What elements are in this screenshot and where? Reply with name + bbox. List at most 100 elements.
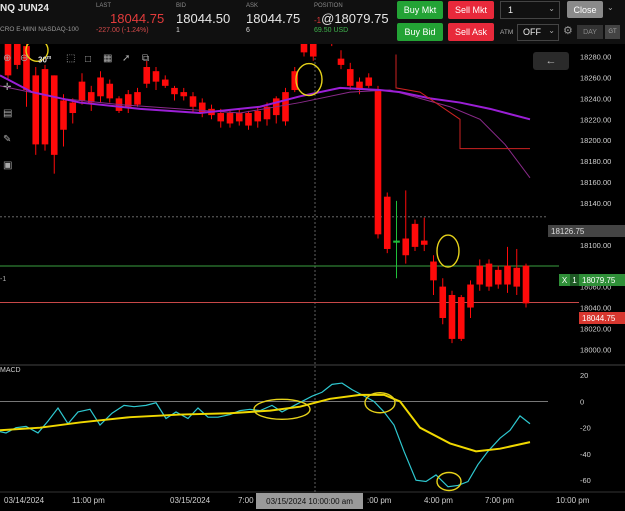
close-position-button[interactable]: Close bbox=[567, 1, 603, 18]
highlight-circle bbox=[295, 62, 323, 97]
price-tick-label: 18200.00 bbox=[580, 136, 611, 145]
candle-body bbox=[356, 81, 363, 91]
zoom-in-icon[interactable]: ⊕ bbox=[3, 53, 12, 64]
candle-body bbox=[32, 75, 40, 145]
candle-body bbox=[23, 46, 30, 91]
quantity-select[interactable]: 1 ⌄ bbox=[500, 1, 560, 19]
buy-market-button[interactable]: Buy Mkt bbox=[397, 1, 443, 19]
candle-body bbox=[254, 110, 262, 122]
gtc-tif-button[interactable]: GT bbox=[605, 25, 620, 39]
macd-tick-label: -60 bbox=[580, 476, 591, 485]
candle-body bbox=[171, 87, 178, 95]
candle-body bbox=[217, 113, 225, 122]
buy-bid-button[interactable]: Buy Bid bbox=[397, 23, 443, 41]
select-area-icon[interactable]: □ bbox=[85, 54, 92, 65]
macd-tick-label: -40 bbox=[580, 450, 591, 459]
candle-body bbox=[383, 196, 391, 249]
candle-body bbox=[457, 297, 465, 339]
pencil-icon[interactable]: ✎ bbox=[3, 134, 12, 145]
trailing-stop-line bbox=[395, 54, 530, 150]
position-close-x[interactable]: X bbox=[559, 274, 570, 286]
lock-icon[interactable]: ▣ bbox=[3, 160, 13, 171]
time-tick-label: 7:00 pm bbox=[485, 496, 514, 505]
candle-body bbox=[106, 83, 114, 99]
candles bbox=[4, 44, 530, 344]
price-tick-label: 18020.00 bbox=[580, 324, 611, 333]
chevron-down-icon: ⌄ bbox=[548, 4, 555, 13]
copy-icon[interactable]: ⧉ bbox=[142, 53, 150, 64]
candle-body bbox=[189, 96, 197, 107]
time-tick-label: 4:00 pm bbox=[424, 496, 453, 505]
candle-body bbox=[365, 77, 373, 86]
price-tick-label: 18040.00 bbox=[580, 304, 611, 313]
candle-body bbox=[504, 265, 511, 285]
price-tick-label: 18100.00 bbox=[580, 241, 611, 250]
last-change: -227.00 (-1.24%) bbox=[96, 27, 149, 34]
price-axis: 18280.00 18260.00 18240.00 18220.00 18200.00… bbox=[580, 53, 611, 486]
sell-ask-button[interactable]: Sell Ask bbox=[448, 23, 494, 41]
chevron-down-icon: ⌄ bbox=[548, 26, 555, 35]
fast-moving-average bbox=[0, 74, 531, 121]
position-label: POSITION bbox=[314, 3, 343, 9]
bid-price: 18044.50 bbox=[176, 11, 231, 26]
bid-size: 1 bbox=[176, 27, 180, 34]
back-arrow-button[interactable]: ← bbox=[533, 52, 569, 70]
macd-signal-line bbox=[0, 393, 531, 453]
highlight-circle bbox=[364, 392, 396, 414]
last-label: LAST bbox=[96, 3, 112, 9]
candle-body bbox=[374, 90, 382, 235]
macd-pane bbox=[0, 382, 531, 488]
candle-body bbox=[485, 263, 493, 287]
highlight-circle bbox=[25, 44, 49, 62]
time-tick-label: :00 pm bbox=[367, 496, 392, 505]
candle-body bbox=[134, 92, 141, 105]
time-tick-label: 03/15/2024 bbox=[170, 496, 211, 505]
candle-body bbox=[198, 102, 206, 114]
candle-body bbox=[430, 261, 437, 281]
price-tick-label: 18140.00 bbox=[580, 199, 611, 208]
candle-body bbox=[226, 113, 234, 124]
crosshair-time-tag: 03/15/2024 10:00:00 am bbox=[256, 493, 363, 509]
candle-body bbox=[97, 77, 104, 97]
sell-market-button[interactable]: Sell Mkt bbox=[448, 1, 494, 19]
zoom-box-icon[interactable]: ⬚ bbox=[66, 53, 76, 64]
price-tick-label: 18060.00 bbox=[580, 283, 611, 292]
list-icon[interactable]: ▤ bbox=[3, 108, 13, 119]
ask-label: ASK bbox=[246, 3, 259, 9]
candle-body bbox=[124, 94, 132, 107]
candle-body bbox=[152, 71, 160, 82]
last-price-tag: 18044.75 bbox=[579, 312, 625, 324]
candle-body bbox=[476, 265, 484, 285]
time-tick-label: 03/14/2024 bbox=[4, 496, 45, 505]
position-side-label: -1 bbox=[0, 276, 7, 283]
candle-body bbox=[291, 71, 299, 91]
candle-body bbox=[309, 44, 317, 57]
price-chart[interactable]: 18280.00 18260.00 18240.00 18220.00 18200.00… bbox=[0, 44, 625, 511]
chevron-down-icon[interactable]: ⌄ bbox=[607, 3, 614, 12]
ask-size: 6 bbox=[246, 27, 250, 34]
macd-tick-label: 20 bbox=[580, 371, 588, 380]
layout-icon[interactable]: ▦ bbox=[103, 53, 113, 64]
gear-icon[interactable]: ⚙ bbox=[563, 25, 573, 37]
symbol-name[interactable]: NQ JUN24 bbox=[0, 3, 49, 14]
draw-line-icon[interactable]: ➚ bbox=[122, 53, 131, 64]
price-tick-label: 18160.00 bbox=[580, 178, 611, 187]
candle-body bbox=[78, 81, 86, 101]
day-tif-button[interactable]: DAY bbox=[577, 25, 603, 39]
zoom-out-icon[interactable]: ⊖ bbox=[20, 53, 29, 64]
crosshair-icon[interactable]: ✛ bbox=[3, 82, 12, 93]
atm-select[interactable]: OFF ⌄ bbox=[517, 24, 559, 41]
position-pnl: 69.50 USD bbox=[314, 27, 349, 34]
candle-body bbox=[467, 284, 474, 308]
candle-body bbox=[522, 265, 530, 304]
candle-body bbox=[393, 240, 400, 243]
candle-body bbox=[143, 67, 151, 84]
candle-body bbox=[337, 58, 345, 65]
price-tick-label: 18180.00 bbox=[580, 157, 611, 166]
slow-moving-average bbox=[0, 85, 531, 179]
position-value: -1@18079.75 bbox=[314, 11, 389, 26]
interval-selector[interactable]: 30m bbox=[38, 55, 52, 65]
candle-body bbox=[411, 223, 419, 247]
candle-body bbox=[494, 269, 502, 285]
instrument-header: NQ JUN24 CRO E-MINI NASDAQ-100 LAST 1804… bbox=[0, 0, 625, 44]
